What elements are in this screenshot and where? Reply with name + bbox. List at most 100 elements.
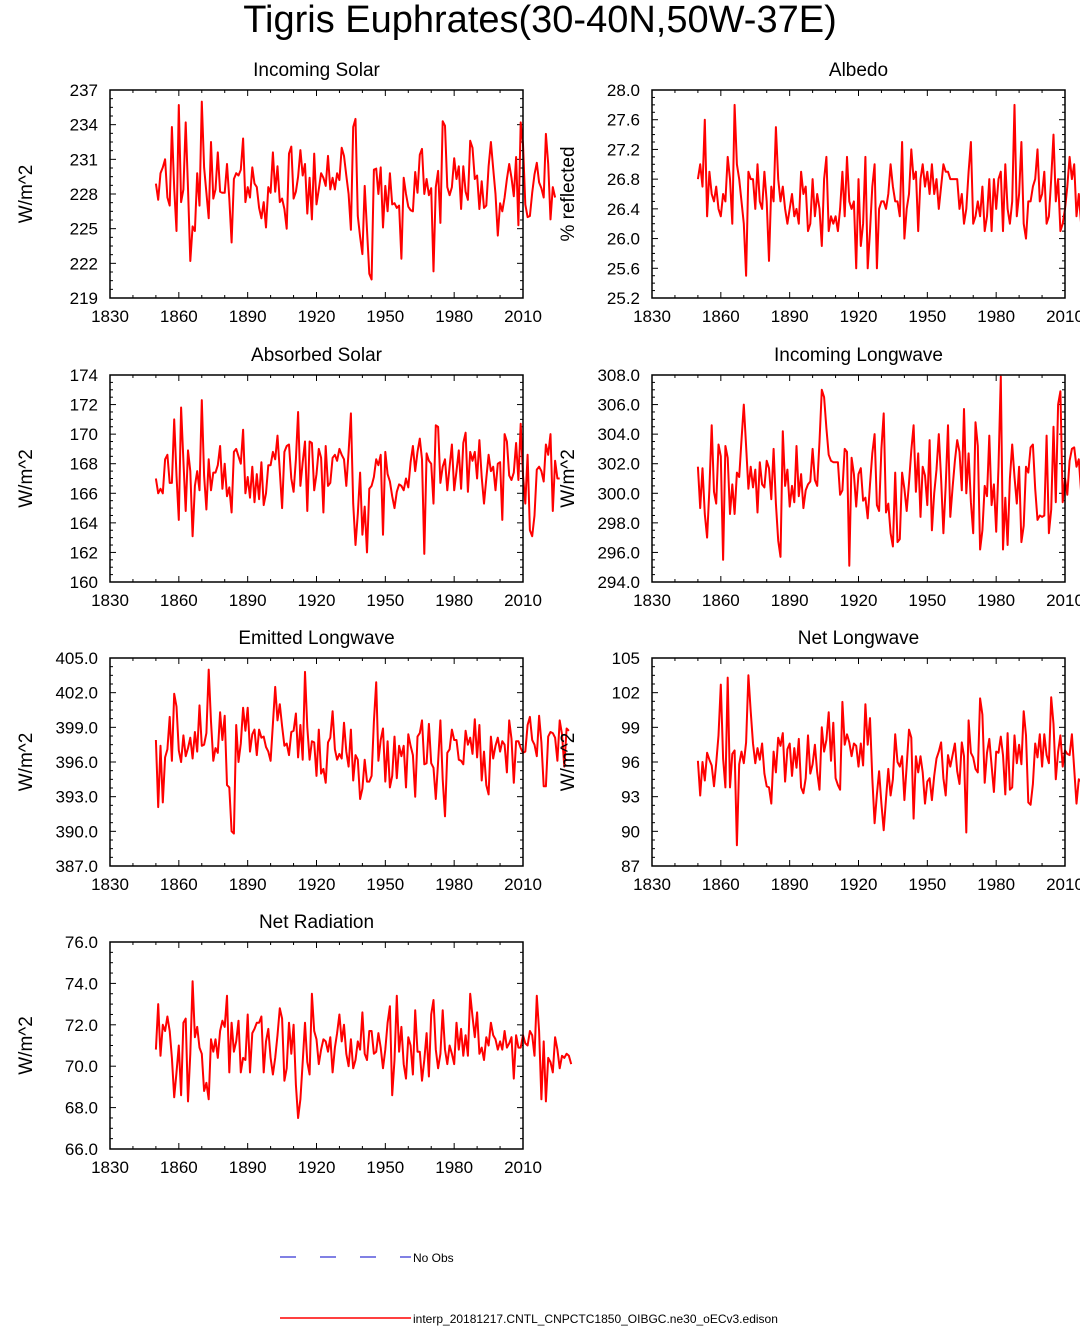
x-tick-label: 1860 xyxy=(160,1158,198,1177)
y-tick-label: 228 xyxy=(70,185,98,204)
x-tick-label: 1980 xyxy=(977,875,1015,894)
y-tick-label: 28.0 xyxy=(607,81,640,100)
panel-title: Albedo xyxy=(829,60,888,81)
panel-1: Albedo % reflected 1830 1860 1890 1920 1950 198… xyxy=(558,60,1080,326)
y-tick-label: 225 xyxy=(70,220,98,239)
x-tick-label: 2010 xyxy=(504,591,542,610)
plot-frame xyxy=(109,89,524,299)
x-tick-label: 1890 xyxy=(229,591,267,610)
x-tick-label: 1950 xyxy=(366,1158,404,1177)
y-tick-label: 234 xyxy=(70,116,98,135)
x-tick-label: 1890 xyxy=(229,1158,267,1177)
x-tick-label: 1950 xyxy=(366,591,404,610)
x-tick-label: 1860 xyxy=(702,875,740,894)
y-tick-label: 25.6 xyxy=(607,259,640,278)
y-tick-label: 102 xyxy=(612,684,640,703)
panels-group: Incoming Solar W/m^2 1830 1860 1890 1920 1950 1… xyxy=(16,60,1080,1177)
plot-frame xyxy=(109,941,524,1150)
x-tick-label: 1920 xyxy=(298,875,336,894)
panel-2: Absorbed Solar W/m^2 1830 1860 1890 1920 1950 1… xyxy=(16,345,560,610)
y-tick-label: 160 xyxy=(70,573,98,592)
y-tick-label: 302.0 xyxy=(597,455,640,474)
y-tick-label: 26.4 xyxy=(607,200,640,219)
x-tick-label: 2010 xyxy=(1046,875,1080,894)
x-tick-label: 1890 xyxy=(771,307,809,326)
y-axis-label: % reflected xyxy=(558,146,579,241)
y-tick-label: 99 xyxy=(621,718,640,737)
series-line xyxy=(154,100,557,281)
y-axis-label: W/m^2 xyxy=(16,733,37,792)
y-tick-label: 298.0 xyxy=(597,514,640,533)
y-tick-label: 402.0 xyxy=(55,684,98,703)
panel-4: Emitted Longwave W/m^2 1830 1860 1890 1920 195… xyxy=(16,628,570,894)
y-tick-label: 172 xyxy=(70,396,98,415)
x-tick-label: 2010 xyxy=(1046,307,1080,326)
x-tick-label: 1920 xyxy=(840,591,878,610)
y-tick-label: 219 xyxy=(70,289,98,308)
y-axis-label: W/m^2 xyxy=(558,449,579,508)
series-line xyxy=(154,399,560,555)
x-tick-label: 1920 xyxy=(298,307,336,326)
y-tick-label: 27.2 xyxy=(607,140,640,159)
y-tick-label: 105 xyxy=(612,649,640,668)
x-tick-label: 1890 xyxy=(771,875,809,894)
y-tick-label: 68.0 xyxy=(65,1099,98,1118)
y-axis-label: W/m^2 xyxy=(16,165,37,224)
y-tick-label: 296.0 xyxy=(597,543,640,562)
plot-frame xyxy=(651,374,1066,583)
x-tick-label: 1950 xyxy=(908,875,946,894)
y-tick-label: 306.0 xyxy=(597,396,640,415)
x-tick-label: 2010 xyxy=(1046,591,1080,610)
x-tick-label: 1830 xyxy=(91,591,129,610)
y-axis-label: W/m^2 xyxy=(16,449,37,508)
x-tick-label: 1830 xyxy=(91,875,129,894)
y-tick-label: 26.8 xyxy=(607,170,640,189)
y-tick-label: 396.0 xyxy=(55,753,98,772)
y-tick-label: 399.0 xyxy=(55,718,98,737)
series-line xyxy=(696,375,1080,567)
y-tick-label: 405.0 xyxy=(55,649,98,668)
x-tick-label: 1890 xyxy=(771,591,809,610)
y-tick-label: 26.0 xyxy=(607,230,640,249)
y-tick-label: 174 xyxy=(70,366,98,385)
series-line xyxy=(154,668,570,835)
legend: No Obs interp_20181217.CNTL_CNPCTC1850_O… xyxy=(280,1251,778,1326)
plot-frame xyxy=(109,657,524,867)
y-tick-label: 70.0 xyxy=(65,1057,98,1076)
panel-title: Incoming Solar xyxy=(253,60,380,81)
x-tick-label: 1920 xyxy=(840,875,878,894)
x-tick-label: 1920 xyxy=(840,307,878,326)
series-line xyxy=(696,674,1080,847)
x-tick-label: 1860 xyxy=(160,591,198,610)
y-tick-label: 96 xyxy=(621,753,640,772)
x-tick-label: 1860 xyxy=(160,875,198,894)
x-tick-label: 1950 xyxy=(908,591,946,610)
y-tick-label: 237 xyxy=(70,81,98,100)
y-tick-label: 304.0 xyxy=(597,425,640,444)
plot-frame xyxy=(651,657,1066,867)
x-tick-label: 1950 xyxy=(366,875,404,894)
x-tick-label: 1980 xyxy=(977,307,1015,326)
x-tick-label: 2010 xyxy=(504,875,542,894)
x-tick-label: 1830 xyxy=(633,875,671,894)
y-tick-label: 390.0 xyxy=(55,822,98,841)
x-tick-label: 1980 xyxy=(977,591,1015,610)
figure-title: Tigris Euphrates(30-40N,50W-37E) xyxy=(243,0,837,41)
x-tick-label: 1980 xyxy=(435,1158,473,1177)
panel-3: Incoming Longwave W/m^2 1830 1860 1890 1920 19… xyxy=(558,345,1080,610)
x-tick-label: 1860 xyxy=(702,591,740,610)
y-tick-label: 76.0 xyxy=(65,933,98,952)
y-tick-label: 308.0 xyxy=(597,366,640,385)
y-tick-label: 164 xyxy=(70,514,98,533)
panel-5: Net Longwave W/m^2 1830 1860 1890 1920 1950 198… xyxy=(558,628,1080,894)
y-tick-label: 393.0 xyxy=(55,788,98,807)
panel-title: Net Radiation xyxy=(259,912,374,933)
y-tick-label: 27.6 xyxy=(607,111,640,130)
legend-model-label: interp_20181217.CNTL_CNPCTC1850_OIBGC.ne… xyxy=(413,1312,778,1326)
series-line xyxy=(154,980,573,1119)
x-tick-label: 2010 xyxy=(504,1158,542,1177)
y-axis-label: W/m^2 xyxy=(16,1016,37,1075)
legend-obs-label: No Obs xyxy=(413,1251,454,1265)
y-tick-label: 72.0 xyxy=(65,1016,98,1035)
